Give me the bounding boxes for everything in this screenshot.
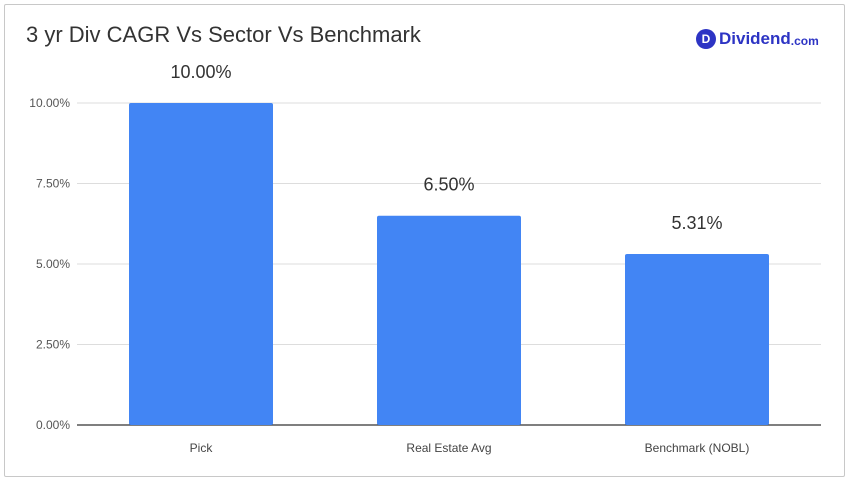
- y-tick-label: 5.00%: [36, 257, 70, 271]
- bar-benchmark-nobl: [625, 254, 769, 425]
- category-label: Pick: [190, 441, 214, 455]
- bars: [129, 103, 769, 425]
- y-axis-ticks: 0.00% 2.50% 5.00% 7.50% 10.00%: [29, 96, 70, 432]
- category-label: Real Estate Avg: [406, 441, 491, 455]
- brand-logo: D Dividend .com: [696, 29, 819, 49]
- data-labels: 10.00% 6.50% 5.31%: [170, 62, 722, 233]
- bar-pick: [129, 103, 273, 425]
- logo-wordmark: Dividend: [719, 29, 791, 48]
- data-label: 6.50%: [423, 175, 474, 195]
- logo-suffix: .com: [790, 34, 819, 48]
- dividend-logo-icon: D: [696, 29, 716, 49]
- y-tick-label: 7.50%: [36, 177, 70, 191]
- category-label: Benchmark (NOBL): [645, 441, 750, 455]
- x-axis-categories: Pick Real Estate Avg Benchmark (NOBL): [190, 441, 750, 455]
- y-tick-label: 0.00%: [36, 418, 70, 432]
- chart-title: 3 yr Div CAGR Vs Sector Vs Benchmark: [26, 22, 421, 47]
- y-tick-label: 2.50%: [36, 338, 70, 352]
- data-label: 10.00%: [170, 62, 231, 82]
- bar-real-estate-avg: [377, 215, 521, 425]
- y-tick-label: 10.00%: [29, 96, 70, 110]
- data-label: 5.31%: [671, 213, 722, 233]
